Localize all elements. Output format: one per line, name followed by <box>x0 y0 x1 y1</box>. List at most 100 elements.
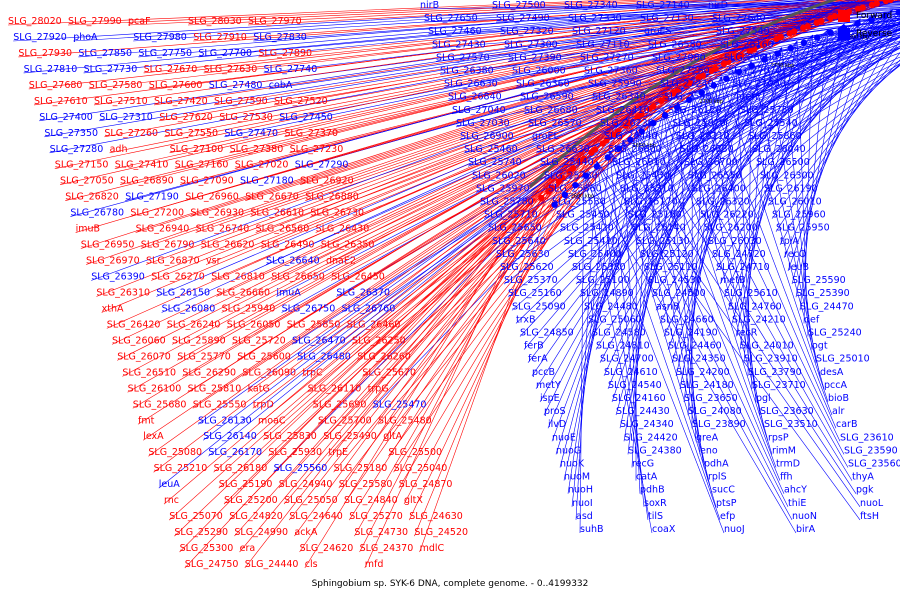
gene-label: SLG_23910 <box>744 354 798 365</box>
gene-label: SLG_27640 <box>712 13 766 24</box>
gene-label: SLG_27150 <box>55 160 109 171</box>
leader-line <box>507 23 845 298</box>
gene-label: SLG_25290 <box>174 527 228 538</box>
gene-label: SLG_27650 <box>424 13 478 24</box>
gene-label: SLG_27400 <box>39 112 93 123</box>
leader-line <box>706 84 761 416</box>
gene-label: SLG_26010 <box>768 197 822 208</box>
leader-line <box>168 147 586 521</box>
leader-line <box>294 161 570 537</box>
gene-label: SLG_26690 <box>724 52 778 63</box>
gene-label: SLG_26150 <box>156 288 210 299</box>
leader-line <box>683 47 900 167</box>
leader-line <box>393 109 636 473</box>
forward-feature <box>548 184 555 192</box>
gene-label: SLG_27350 <box>44 128 98 139</box>
leader-line <box>127 54 725 393</box>
gene-label: SLG_27120 <box>572 26 626 37</box>
gene-label: nuoL <box>860 498 884 509</box>
gene-label: trmD <box>776 459 800 470</box>
gene-label: SLG_25550 <box>193 399 247 410</box>
gene-label: SLG_27290 <box>295 160 349 171</box>
leader-line <box>343 134 602 505</box>
leader-line <box>575 15 900 49</box>
gene-label: SLG_26870 <box>146 256 200 267</box>
gene-label: SLG_26640 <box>266 256 320 267</box>
gene-label: SLG_24710 <box>716 262 770 273</box>
leader-line <box>299 0 900 185</box>
gene-label: SLG_25890 <box>172 335 226 346</box>
gene-label: SLG_25170 <box>624 197 678 208</box>
gene-label: SLG_27890 <box>258 48 312 59</box>
leader-line <box>117 36 762 361</box>
gene-label: ilvD <box>548 419 566 430</box>
gene-label: SLG_27030 <box>456 118 510 129</box>
reverse-feature <box>650 119 657 127</box>
leader-line <box>158 121 618 489</box>
leader-line <box>559 17 900 232</box>
gene-label: mdlC <box>420 543 445 554</box>
gene-label: SLG_27810 <box>24 64 78 75</box>
leader-line <box>636 130 853 481</box>
gene-label: SLG_26900 <box>460 131 514 142</box>
reverse-label: Reverse <box>856 29 893 39</box>
gene-label: SLG_24720 <box>712 249 766 260</box>
forward-feature <box>699 72 706 79</box>
reverse-feature <box>895 9 900 16</box>
gene-label: SLG_26370 <box>336 288 390 299</box>
gene-label: recR <box>736 328 758 339</box>
leader-line <box>523 47 782 350</box>
gene-label: SLG_26220 <box>700 210 754 221</box>
forward-feature <box>873 0 880 7</box>
forward-feature <box>882 0 890 5</box>
leader-line <box>671 43 900 128</box>
gene-label: SLG_27460 <box>428 26 482 37</box>
gene-label: trxB <box>516 314 536 325</box>
gene-label: adh <box>110 144 128 155</box>
leader-line <box>771 52 900 219</box>
gene-label: SLG_24350 <box>672 354 726 365</box>
gene-label: SLG_27600 <box>149 80 203 91</box>
leader-line <box>571 11 900 36</box>
leader-line <box>143 85 670 441</box>
gene-label: SLG_24870 <box>399 479 453 490</box>
leader-line <box>333 109 636 473</box>
leader-line <box>73 0 743 42</box>
forward-feature <box>626 119 633 127</box>
gene-label: SLG_27590 <box>214 96 268 107</box>
reverse-feature <box>723 75 730 82</box>
gene-label: SLG_24610 <box>604 367 658 378</box>
gene-label: SLG_25100 <box>576 275 630 286</box>
gene-label: SLG_26780 <box>70 208 124 219</box>
scale-labels: 3000 kbp2950 kbp2900 kbp2850 kbp2800 kbp… <box>571 35 869 200</box>
leader-line <box>649 120 705 468</box>
gene-label: SLG_26580 <box>648 39 702 50</box>
leader-line <box>715 13 877 272</box>
gene-label: SLG_27540 <box>716 26 770 37</box>
gene-label: SLG_24940 <box>279 479 333 490</box>
leader-line <box>649 120 849 468</box>
gene-label: SLG_24620 <box>300 543 354 554</box>
gene-label: SLG_26810 <box>211 272 265 283</box>
gene-label: era <box>240 543 256 554</box>
gene-label: rpsP <box>768 432 789 443</box>
gene-label: SLG_26390 <box>91 272 145 283</box>
leader-line <box>683 76 722 403</box>
gene-label: SLG_26000 <box>512 66 566 77</box>
gene-label: SLG_27420 <box>154 96 208 107</box>
leader-line <box>609 150 717 507</box>
gene-label: nuoG <box>556 445 581 456</box>
gene-label: SLG_26480 <box>297 351 351 362</box>
forward-feature <box>791 28 798 35</box>
leader-line <box>692 93 837 429</box>
gene-label: SLG_27360 <box>584 66 638 77</box>
gene-label: SLG_26300 <box>760 170 814 181</box>
gene-label: SLG_23560 <box>848 459 900 470</box>
gene-label: SLG_27740 <box>264 64 318 75</box>
gene-label: coaX <box>652 524 676 535</box>
leader-line <box>721 76 829 403</box>
reverse-feature <box>604 154 611 161</box>
gene-label: SLG_25670 <box>362 367 416 378</box>
gene-label: ftsH <box>860 511 879 522</box>
gene-label: SLG_25690 <box>313 399 367 410</box>
